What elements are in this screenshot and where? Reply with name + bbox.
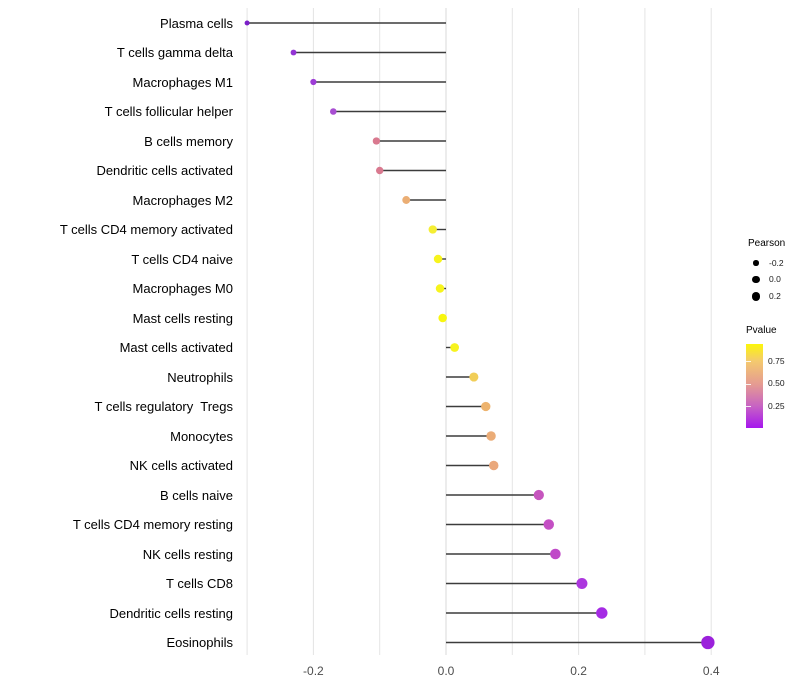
category-label: Dendritic cells resting (109, 605, 233, 621)
lollipop-dot (533, 489, 544, 501)
lollipop-dot (596, 607, 608, 619)
lollipop-dot (489, 460, 499, 471)
pearson-legend-dot (752, 276, 760, 284)
lollipop-dot (450, 343, 459, 352)
lollipop-dot (486, 431, 496, 441)
x-tick-label: 0.0 (437, 664, 455, 678)
pvalue-legend-label: 0.75 (768, 355, 785, 366)
pearson-legend-dot (751, 292, 761, 301)
gridlines-layer (246, 8, 712, 655)
category-label: B cells memory (144, 133, 233, 149)
category-label: Eosinophils (166, 635, 234, 650)
category-label: Neutrophils (167, 369, 233, 385)
pvalue-legend-title: Pvalue (746, 325, 777, 336)
dots-layer (244, 20, 715, 650)
pvalue-bar-tick (746, 361, 751, 362)
pearson-legend-title: Pearson (748, 238, 786, 249)
pvalue-legend-label: 0.50 (768, 378, 785, 388)
x-tick-label: -0.2 (303, 664, 324, 678)
lollipop-dot (330, 108, 337, 115)
category-label: Plasma cells (160, 15, 233, 31)
x-tick-label: 0.4 (702, 664, 720, 678)
category-label: Macrophages M2 (132, 192, 233, 208)
lollipop-dot (576, 577, 588, 590)
category-label: T cells follicular helper (104, 104, 233, 119)
lollipop-dot (435, 284, 445, 293)
category-label: B cells naive (160, 487, 233, 503)
lollipop-dot (481, 401, 491, 412)
lollipop-dot (310, 78, 317, 86)
pearson-legend-label: 0.0 (769, 274, 781, 285)
lollipop-dot (372, 137, 381, 145)
pvalue-legend-label: 0.25 (768, 400, 785, 411)
category-label: T cells regulatory Tregs (94, 399, 233, 414)
category-label: T cells CD8 (166, 576, 233, 591)
category-label: Macrophages M0 (132, 281, 233, 296)
pearson-legend-dot (753, 260, 759, 266)
category-label: Macrophages M1 (132, 74, 233, 90)
category-label: NK cells resting (142, 546, 233, 562)
lollipop-dot (402, 196, 411, 204)
pvalue-bar-tick (746, 406, 751, 407)
pearson-legend-label: 0.2 (769, 290, 781, 301)
category-label: Dendritic cells activated (96, 163, 233, 178)
category-label: T cells CD4 naive (131, 251, 233, 267)
category-label: T cells CD4 memory activated (59, 222, 233, 237)
category-label: T cells gamma delta (116, 45, 233, 60)
category-label: Monocytes (170, 428, 233, 444)
x-tick-label: 0.2 (570, 664, 587, 678)
lollipop-dot (428, 225, 437, 234)
pearson-legend-label: -0.2 (769, 257, 784, 268)
lollipop-dot (701, 635, 715, 650)
lollipop-dot (290, 49, 297, 56)
lollipop-dot (433, 254, 443, 264)
category-label: Mast cells activated (119, 340, 233, 355)
category-label: T cells CD4 memory resting (72, 517, 233, 532)
pvalue-gradient-bar (746, 344, 763, 428)
category-label: NK cells activated (129, 458, 233, 473)
lollipop-dot (543, 519, 554, 530)
lollipop-dot (438, 313, 447, 323)
pvalue-bar-tick (746, 383, 751, 385)
lollipop-dot (469, 372, 479, 382)
lollipop-dot (244, 20, 250, 26)
lollipop-dot (550, 548, 561, 560)
lollipop-dot (376, 166, 384, 175)
stems-layer (247, 22, 708, 644)
category-label: Mast cells resting (132, 310, 233, 326)
